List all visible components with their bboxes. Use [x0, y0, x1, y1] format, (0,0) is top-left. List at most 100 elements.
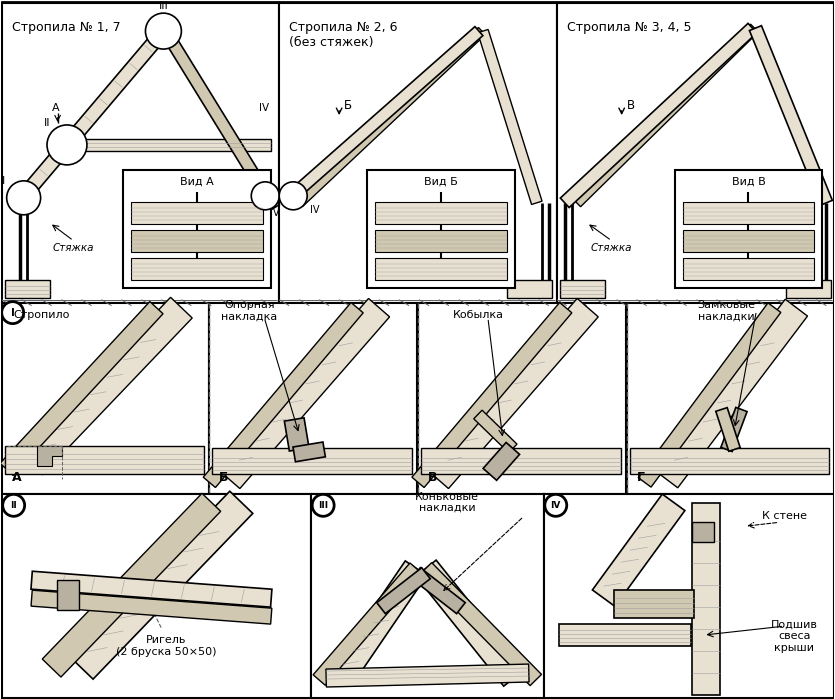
Polygon shape	[377, 568, 430, 614]
Text: Ригель
(2 бруска 50×50): Ригель (2 бруска 50×50)	[116, 635, 216, 657]
Polygon shape	[281, 27, 483, 208]
Polygon shape	[219, 298, 390, 489]
Polygon shape	[483, 442, 519, 480]
Bar	[2, 303, 210, 494]
Bar	[682, 258, 814, 280]
Bar	[210, 303, 417, 494]
Bar	[544, 494, 834, 698]
Bar	[614, 590, 694, 618]
Polygon shape	[573, 24, 758, 207]
Bar	[559, 624, 691, 646]
Bar	[375, 230, 507, 252]
Text: I: I	[11, 308, 14, 317]
Polygon shape	[326, 664, 529, 687]
Text: II: II	[10, 500, 17, 510]
Bar	[630, 449, 829, 475]
Text: Вид В: Вид В	[731, 177, 766, 187]
Bar	[675, 170, 822, 288]
Text: Б: Б	[344, 99, 352, 113]
Text: III: III	[159, 1, 169, 11]
Bar	[52, 139, 271, 151]
Text: A: A	[12, 471, 22, 484]
Circle shape	[2, 302, 23, 324]
Text: IV: IV	[550, 500, 561, 510]
Polygon shape	[21, 297, 192, 475]
Circle shape	[47, 125, 87, 165]
Circle shape	[145, 13, 181, 49]
Bar	[212, 449, 412, 475]
Bar	[57, 580, 78, 610]
Polygon shape	[560, 23, 757, 208]
Polygon shape	[43, 493, 220, 677]
Polygon shape	[8, 27, 169, 212]
Text: Стропила № 1, 7: Стропила № 1, 7	[12, 21, 120, 34]
Circle shape	[3, 494, 25, 517]
Polygon shape	[313, 563, 422, 685]
Polygon shape	[70, 491, 253, 679]
Bar	[279, 3, 557, 303]
Polygon shape	[592, 494, 685, 607]
Text: Коньковые
накладки: Коньковые накладки	[415, 491, 479, 513]
Bar	[418, 303, 625, 494]
Text: В: В	[428, 471, 438, 484]
Circle shape	[279, 182, 307, 210]
Polygon shape	[31, 590, 272, 624]
Text: IV: IV	[271, 208, 280, 218]
Polygon shape	[31, 571, 272, 607]
Polygon shape	[478, 29, 542, 205]
Text: Кобылка: Кобылка	[453, 310, 504, 319]
Bar	[131, 230, 263, 252]
Polygon shape	[296, 27, 485, 206]
Bar	[131, 202, 263, 224]
Text: IV: IV	[310, 205, 320, 215]
Polygon shape	[416, 560, 524, 686]
Bar	[131, 258, 263, 280]
Polygon shape	[655, 299, 807, 488]
Text: Замковые
накладки: Замковые накладки	[697, 300, 756, 322]
Text: Г: Г	[636, 471, 645, 484]
Text: К стене: К стене	[762, 511, 807, 521]
Polygon shape	[331, 561, 427, 685]
Circle shape	[544, 494, 567, 517]
Bar	[367, 170, 515, 288]
Text: Вид Б: Вид Б	[424, 177, 458, 187]
Text: Стяжка: Стяжка	[591, 243, 632, 253]
Text: Стяжка: Стяжка	[53, 243, 94, 253]
Bar	[375, 202, 507, 224]
Text: IV: IV	[259, 103, 269, 113]
Bar	[559, 280, 605, 298]
Bar	[2, 494, 311, 698]
Text: A: A	[52, 103, 59, 113]
Polygon shape	[420, 563, 542, 686]
Bar	[626, 303, 834, 494]
Text: Б: Б	[220, 471, 229, 484]
Bar	[2, 3, 279, 303]
Polygon shape	[721, 408, 747, 452]
Bar	[421, 449, 620, 475]
Polygon shape	[293, 442, 326, 462]
Polygon shape	[203, 303, 363, 487]
Text: Стропило: Стропило	[13, 310, 70, 319]
Polygon shape	[428, 298, 598, 489]
Bar	[682, 202, 814, 224]
Bar	[691, 522, 714, 542]
Circle shape	[312, 494, 334, 517]
Circle shape	[251, 182, 279, 210]
Bar	[5, 447, 205, 475]
Text: III: III	[318, 500, 328, 510]
Polygon shape	[160, 28, 280, 211]
Text: II: II	[43, 118, 50, 128]
Text: Вид A: Вид A	[180, 177, 215, 187]
Text: Стропила № 2, 6
(без стяжек): Стропила № 2, 6 (без стяжек)	[289, 21, 397, 49]
Polygon shape	[412, 568, 465, 614]
Text: I: I	[2, 176, 5, 186]
Polygon shape	[473, 410, 517, 453]
Text: В: В	[626, 99, 635, 113]
Polygon shape	[285, 418, 309, 451]
Polygon shape	[0, 301, 163, 475]
Bar	[682, 230, 814, 252]
Bar	[124, 170, 271, 288]
Bar	[507, 280, 552, 298]
Polygon shape	[37, 447, 62, 466]
Circle shape	[7, 181, 41, 215]
